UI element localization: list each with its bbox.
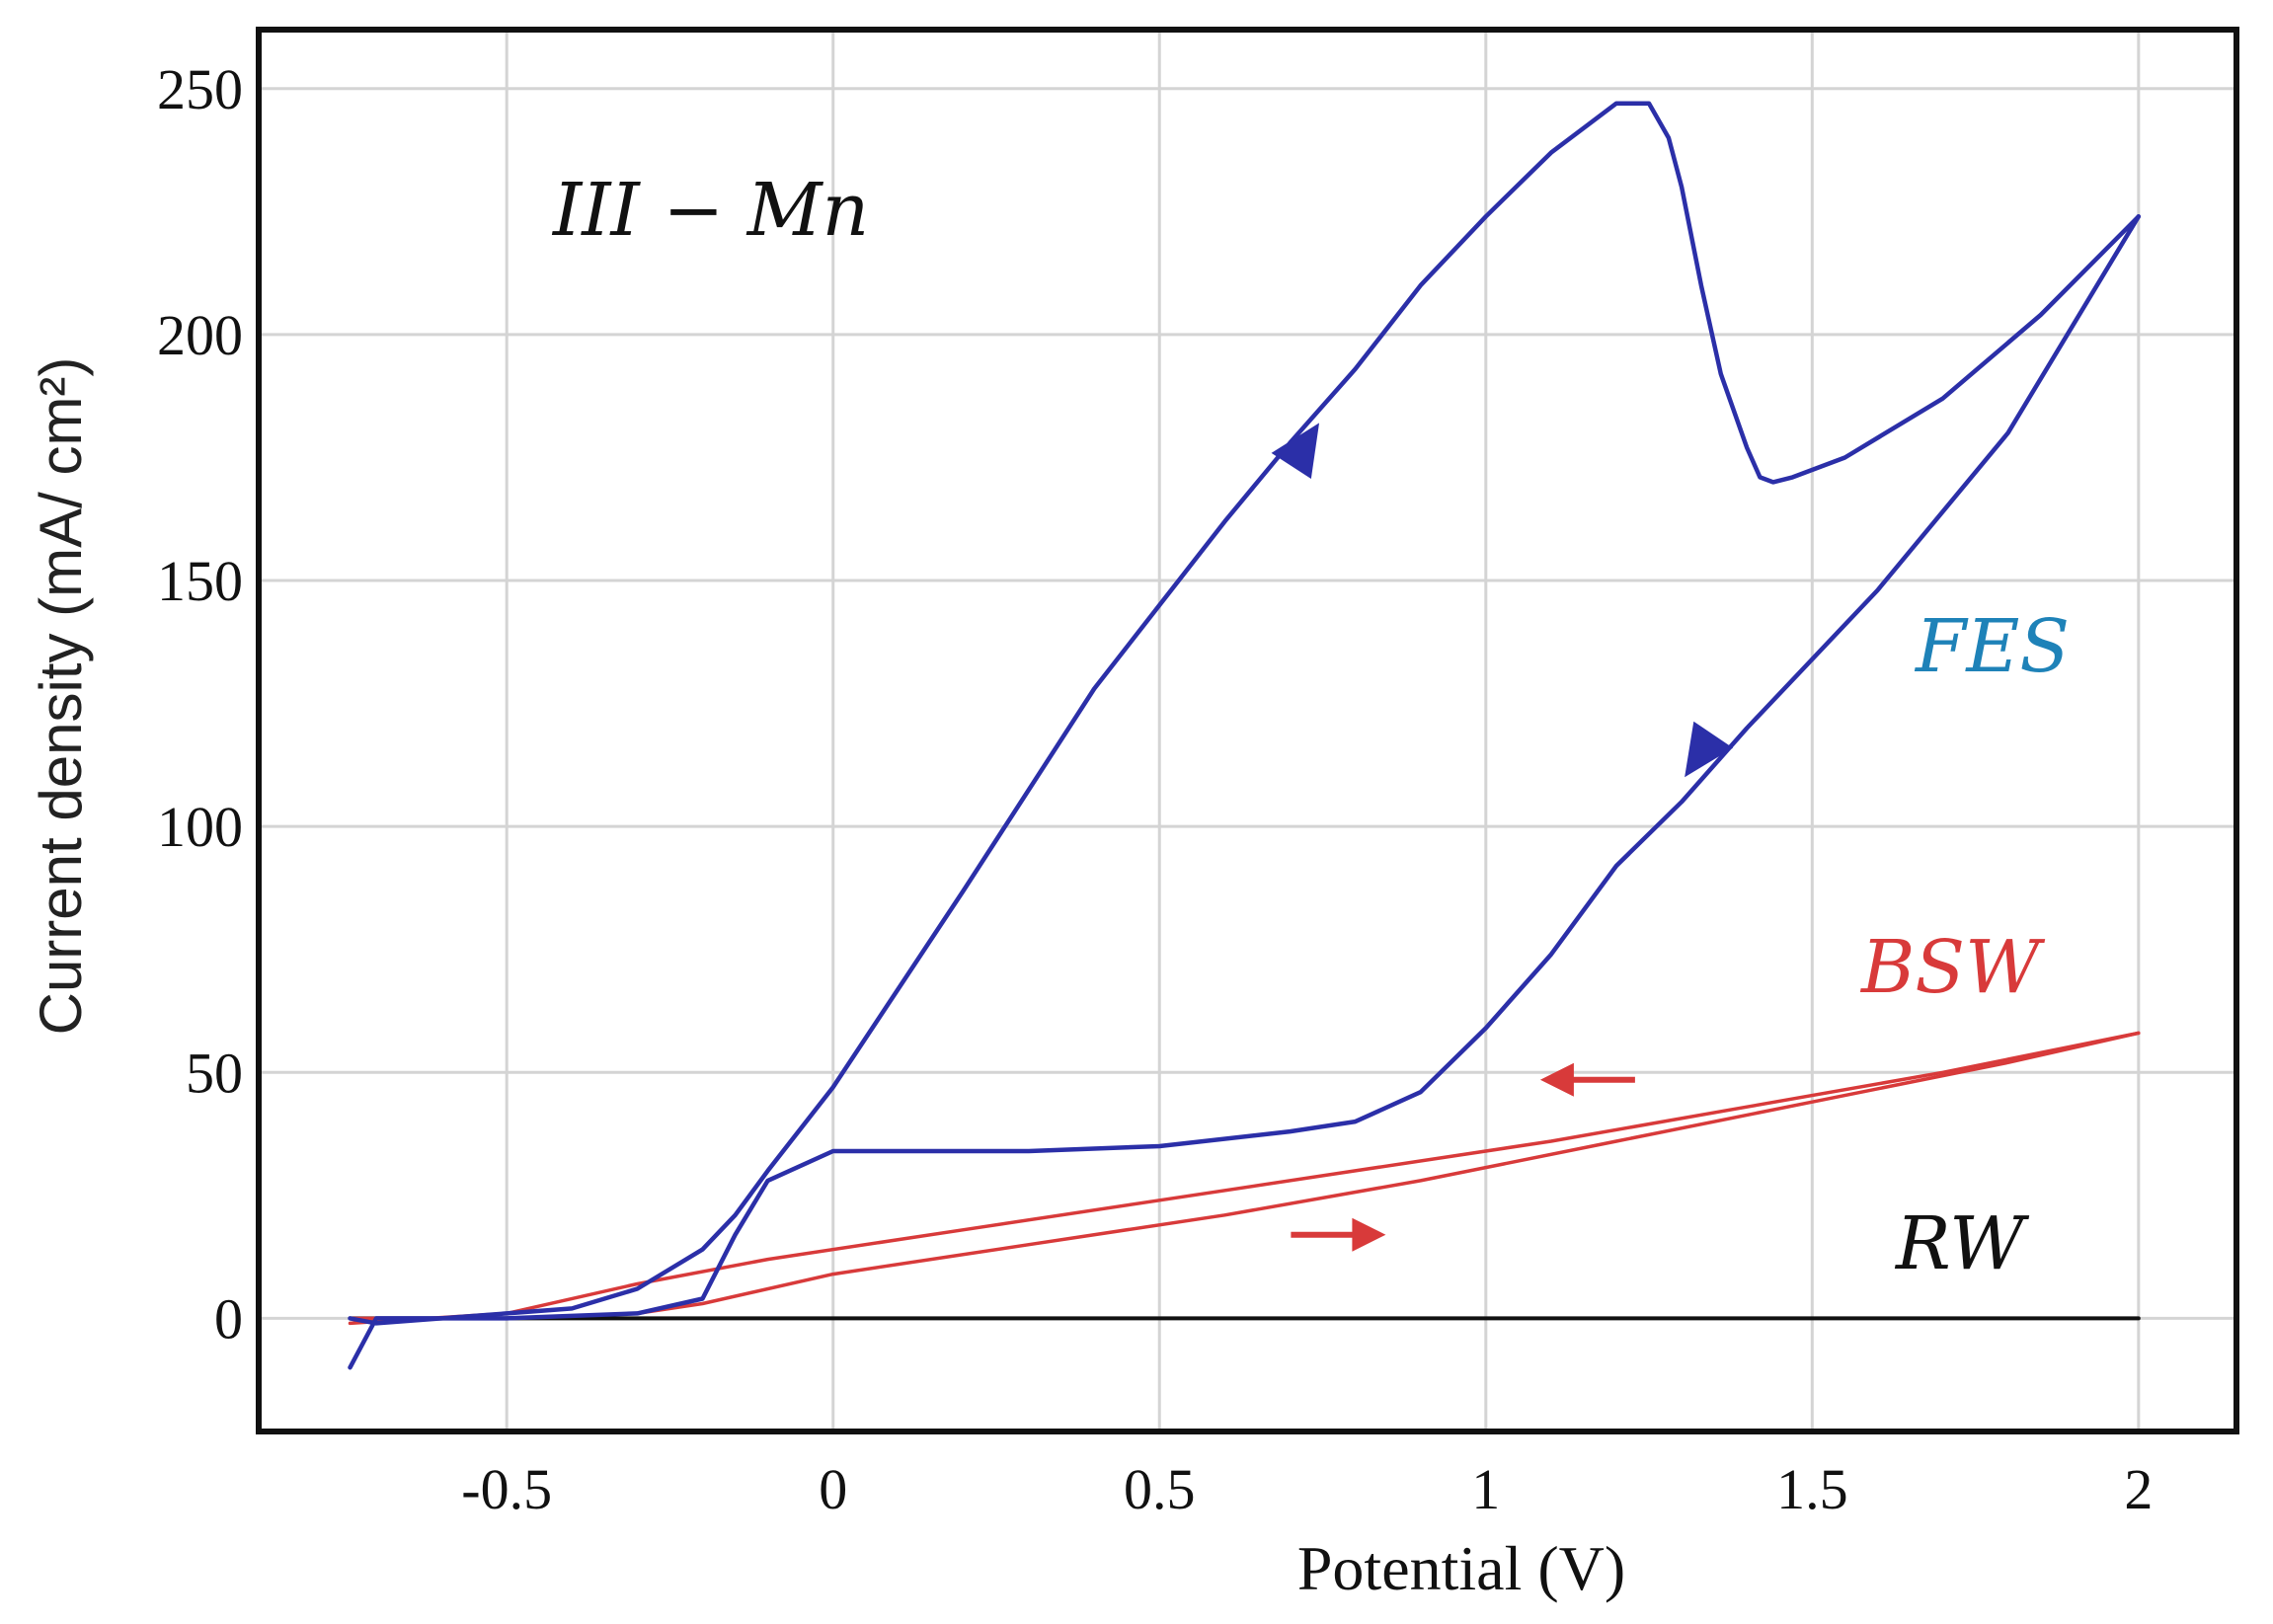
bsw-direction-arrow xyxy=(1539,1062,1635,1097)
x-tick-label: 0.5 xyxy=(1124,1457,1196,1521)
series-layer xyxy=(348,101,2142,1370)
rw-label: RW xyxy=(1894,1201,2030,1286)
fes-direction-arrow xyxy=(1271,423,1320,480)
tick-labels: -0.5 0 0.5 1 1.5 2 0 50 100 150 200 250 xyxy=(157,57,2153,1521)
y-tick-label: 50 xyxy=(186,1041,243,1105)
arrow-layer xyxy=(1271,423,1734,1252)
bsw-upper-line xyxy=(348,1031,2141,1326)
plot-area xyxy=(259,30,2236,1431)
y-tick-label: 250 xyxy=(157,57,243,121)
y-tick-label: 100 xyxy=(157,795,243,859)
x-axis-label: Potential (V) xyxy=(1297,1533,1625,1603)
y-tick-label: 200 xyxy=(157,303,243,367)
fes-reverse-line xyxy=(348,214,2142,1370)
bsw-label: BSW xyxy=(1859,925,2046,1010)
y-axis-label: Current density (mA/ cm²) xyxy=(28,357,94,1036)
y-tick-label: 150 xyxy=(157,549,243,613)
x-tick-label: 0 xyxy=(819,1457,847,1521)
bsw-direction-arrow xyxy=(1291,1217,1386,1252)
fes-label: FES xyxy=(1914,604,2070,689)
x-tick-label: 2 xyxy=(2124,1457,2153,1521)
y-tick-label: 0 xyxy=(214,1286,243,1351)
fes-direction-arrow xyxy=(1685,721,1734,778)
x-tick-label: -0.5 xyxy=(461,1457,552,1521)
plot-frame xyxy=(256,27,2239,1434)
grid xyxy=(259,30,2236,1431)
x-tick-label: 1.5 xyxy=(1776,1457,1848,1521)
sample-label: III − Mn xyxy=(551,168,869,253)
fes-forward-line xyxy=(348,101,2142,1326)
x-tick-label: 1 xyxy=(1471,1457,1500,1521)
